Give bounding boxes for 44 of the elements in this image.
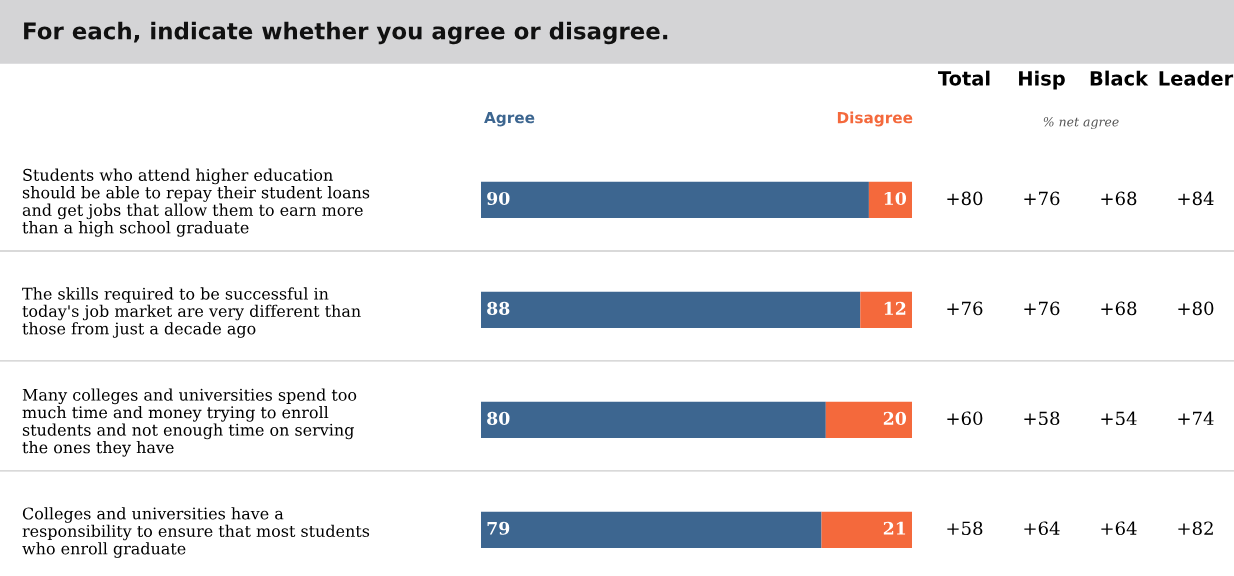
text: +64 [1101,521,1137,536]
text: +76 [1024,191,1060,206]
text: +64 [1024,521,1060,536]
y-tick-label: Students who attend higher education should be able to repay their student loans and get jobs that allow them to earn more than a high school graduate [22,168,370,237]
bar [821,511,912,548]
data-label: 80 [487,411,510,425]
text: +76 [947,301,983,316]
data-label: 10 [884,191,907,206]
data-label: 79 [487,521,510,535]
y-tick-label: Many colleges and universities spend too much time and money trying to enroll students and not enough time on serving the ones they have [22,388,357,457]
text: +68 [1101,191,1137,206]
y-tick-label: The skills required to be successful in today's job market are very different than those from just a decade ago [22,287,361,338]
text: +58 [947,521,983,536]
text: Disagree [837,111,913,127]
text: % net agree [1043,116,1119,130]
category-label: Total [938,70,990,86]
text: Agree [484,111,535,127]
chart-title: For each, indicate whether you agree or disagree. [24,21,668,45]
text: +80 [1178,301,1214,316]
text: +60 [947,411,983,426]
data-label: 21 [883,521,906,535]
bar [860,291,912,329]
bar [481,291,861,329]
text: +58 [1024,411,1060,426]
data-label: 20 [883,411,907,425]
text: +82 [1178,521,1213,536]
category-label: Leader [1159,70,1234,86]
y-tick-label: Colleges and universities have a responsibility to ensure that most students who enroll graduate [22,507,370,558]
category-label: Hisp [1019,70,1065,90]
text: +84 [1178,191,1214,206]
bar [868,181,912,219]
bar [825,401,912,439]
bar [481,401,826,439]
data-label: 88 [487,301,510,315]
data-label: 12 [884,301,906,315]
text: +74 [1178,411,1214,425]
text: +68 [1101,301,1137,316]
bar [481,511,822,548]
text: +54 [1101,411,1137,426]
text: +76 [1024,301,1060,316]
data-label: 90 [487,191,510,206]
category-label: Black [1090,70,1149,86]
text: +80 [947,191,983,206]
bar [481,181,869,219]
